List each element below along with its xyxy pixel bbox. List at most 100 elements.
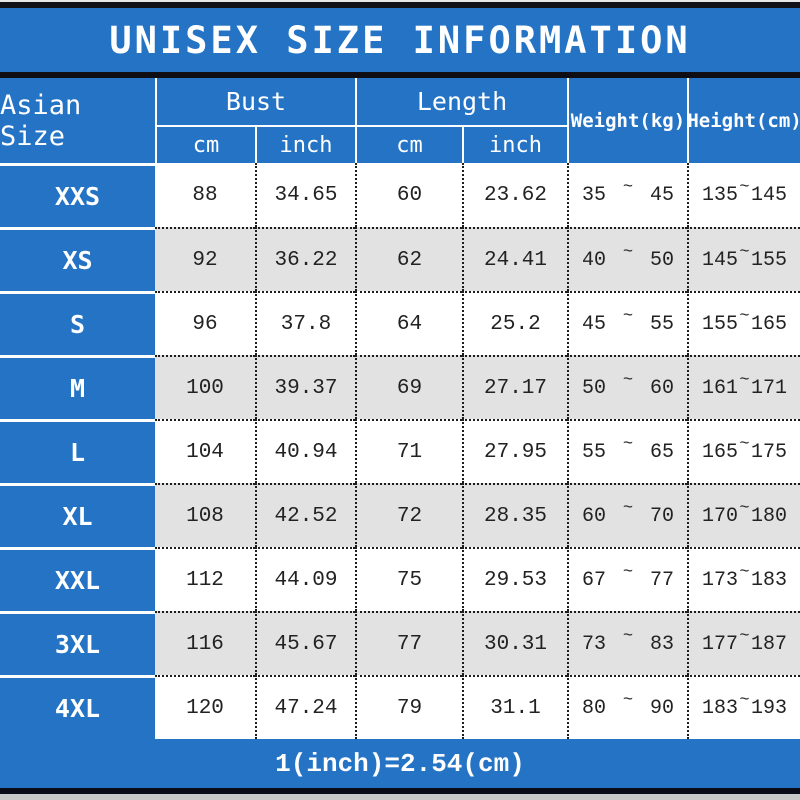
tilde-separator: ~ (739, 562, 750, 582)
length-inch-cell: 24.41 (462, 227, 567, 291)
weight-range-cell: 40 ~ 50 (567, 227, 687, 291)
header-length-cm: cm (355, 125, 462, 163)
height-max: 165 (750, 312, 787, 336)
header-length-inch: inch (462, 125, 567, 163)
tilde-separator: ~ (622, 434, 634, 454)
title-bar: UNISEX SIZE INFORMATION (0, 8, 800, 72)
bust-inch-cell: 37.8 (255, 291, 355, 355)
weight-range-cell: 60 ~ 70 (567, 483, 687, 547)
height-range-cell: 173 ~ 183 (687, 547, 800, 611)
height-min: 173 (702, 568, 739, 592)
length-cm-cell: 69 (355, 355, 462, 419)
height-max: 193 (750, 696, 787, 720)
table-row: 4XL 120 47.24 79 31.1 80 ~ 90 183 ~ 193 (0, 675, 800, 739)
bust-inch-cell: 36.22 (255, 227, 355, 291)
table-header: Asian Size Bust Length Weight(kg) Height… (0, 78, 800, 163)
page-title: UNISEX SIZE INFORMATION (109, 18, 691, 62)
weight-range-cell: 55 ~ 65 (567, 419, 687, 483)
weight-min: 67 (582, 568, 607, 592)
height-max: 175 (750, 440, 787, 464)
length-cm-cell: 62 (355, 227, 462, 291)
tilde-separator: ~ (622, 626, 634, 646)
bust-cm-cell: 112 (155, 547, 255, 611)
height-range-cell: 177 ~ 187 (687, 611, 800, 675)
weight-max: 60 (649, 376, 674, 400)
length-inch-cell: 28.35 (462, 483, 567, 547)
table-body: XXS 88 34.65 60 23.62 35 ~ 45 135 ~ 145 … (0, 163, 800, 739)
table-row: XS 92 36.22 62 24.41 40 ~ 50 145 ~ 155 (0, 227, 800, 291)
tilde-separator: ~ (622, 690, 634, 710)
tilde-separator: ~ (739, 498, 750, 518)
height-range-cell: 165 ~ 175 (687, 419, 800, 483)
length-inch-cell: 27.95 (462, 419, 567, 483)
height-max: 180 (750, 504, 787, 528)
size-cell: XL (0, 483, 155, 547)
length-inch-cell: 23.62 (462, 163, 567, 227)
bust-cm-cell: 96 (155, 291, 255, 355)
tilde-separator: ~ (622, 370, 634, 390)
header-weight-kg: Weight(kg) (567, 78, 687, 163)
height-min: 155 (702, 312, 739, 336)
bust-cm-cell: 88 (155, 163, 255, 227)
header-bust: Bust (155, 78, 355, 125)
header-bust-cm: cm (155, 125, 255, 163)
length-inch-cell: 27.17 (462, 355, 567, 419)
height-max: 171 (750, 376, 787, 400)
height-range-cell: 145 ~ 155 (687, 227, 800, 291)
weight-max: 50 (649, 248, 674, 272)
weight-min: 73 (582, 632, 607, 656)
size-cell: XXS (0, 163, 155, 227)
height-max: 155 (750, 248, 787, 272)
table-row: XXL 112 44.09 75 29.53 67 ~ 77 173 ~ 183 (0, 547, 800, 611)
bust-cm-cell: 120 (155, 675, 255, 739)
height-min: 170 (702, 504, 739, 528)
size-cell: L (0, 419, 155, 483)
length-cm-cell: 60 (355, 163, 462, 227)
tilde-separator: ~ (739, 177, 750, 197)
table-row: XXS 88 34.65 60 23.62 35 ~ 45 135 ~ 145 (0, 163, 800, 227)
tilde-separator: ~ (622, 306, 634, 326)
table-row: S 96 37.8 64 25.2 45 ~ 55 155 ~ 165 (0, 291, 800, 355)
tilde-separator: ~ (739, 434, 750, 454)
weight-min: 50 (582, 376, 607, 400)
length-cm-cell: 79 (355, 675, 462, 739)
tilde-separator: ~ (622, 562, 634, 582)
header-asian-size: Asian Size (0, 89, 82, 152)
height-range-cell: 135 ~ 145 (687, 163, 800, 227)
height-range-cell: 170 ~ 180 (687, 483, 800, 547)
weight-min: 35 (582, 183, 607, 207)
length-inch-cell: 29.53 (462, 547, 567, 611)
tilde-separator: ~ (622, 498, 634, 518)
header-height-cm: Height(cm) (687, 78, 800, 163)
weight-max: 90 (649, 696, 674, 720)
bust-inch-cell: 47.24 (255, 675, 355, 739)
header-length: Length (355, 78, 567, 125)
length-inch-cell: 30.31 (462, 611, 567, 675)
weight-max: 55 (649, 312, 674, 336)
height-max: 183 (750, 568, 787, 592)
size-cell: XXL (0, 547, 155, 611)
height-range-cell: 155 ~ 165 (687, 291, 800, 355)
length-cm-cell: 77 (355, 611, 462, 675)
table-row: M 100 39.37 69 27.17 50 ~ 60 161 ~ 171 (0, 355, 800, 419)
height-max: 187 (750, 632, 787, 656)
weight-range-cell: 67 ~ 77 (567, 547, 687, 611)
table-row: XL 108 42.52 72 28.35 60 ~ 70 170 ~ 180 (0, 483, 800, 547)
tilde-separator: ~ (622, 177, 634, 197)
length-cm-cell: 72 (355, 483, 462, 547)
bust-inch-cell: 40.94 (255, 419, 355, 483)
height-min: 165 (702, 440, 739, 464)
weight-range-cell: 35 ~ 45 (567, 163, 687, 227)
weight-max: 70 (649, 504, 674, 528)
tilde-separator: ~ (739, 370, 750, 390)
length-inch-cell: 25.2 (462, 291, 567, 355)
bust-inch-cell: 44.09 (255, 547, 355, 611)
length-cm-cell: 71 (355, 419, 462, 483)
table-row: 3XL 116 45.67 77 30.31 73 ~ 83 177 ~ 187 (0, 611, 800, 675)
bust-cm-cell: 100 (155, 355, 255, 419)
tilde-separator: ~ (739, 306, 750, 326)
height-range-cell: 183 ~ 193 (687, 675, 800, 739)
bust-inch-cell: 34.65 (255, 163, 355, 227)
bust-inch-cell: 39.37 (255, 355, 355, 419)
size-cell: 4XL (0, 675, 155, 739)
